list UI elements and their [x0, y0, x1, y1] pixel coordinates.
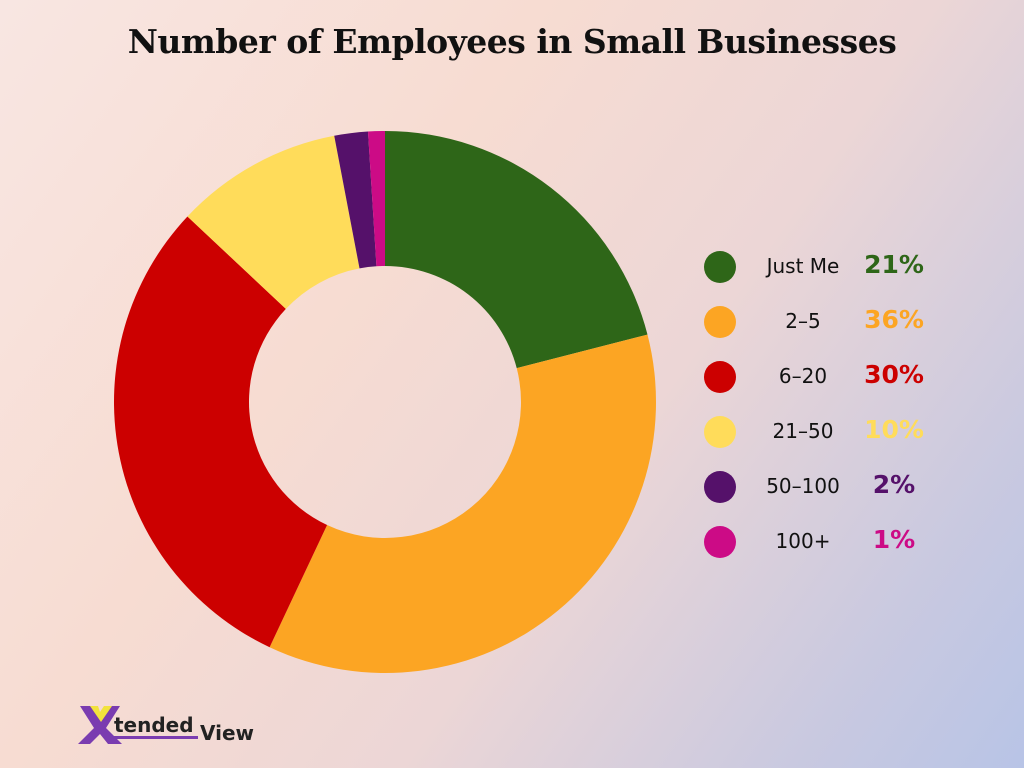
legend-item: 21–50 10%	[704, 413, 944, 468]
slice-50-100	[334, 131, 377, 269]
slice-2-5	[269, 334, 656, 673]
data-label: 10%	[864, 415, 924, 444]
data-label: 30%	[864, 360, 924, 389]
legend-item: 2–5 36%	[704, 303, 944, 358]
slice-21-50	[187, 135, 360, 309]
legend-item: 50–100 2%	[704, 468, 944, 523]
legend-label: 6–20	[778, 364, 828, 388]
legend: Just Me 21% 2–5 36% 6–20 30% 21–50 10% 50–100 2% 1…	[704, 248, 944, 578]
data-label: 2%	[872, 470, 916, 499]
data-label: 36%	[864, 305, 924, 334]
legend-swatch	[704, 306, 736, 338]
legend-swatch	[704, 471, 736, 503]
legend-label: Just Me	[766, 254, 840, 278]
legend-swatch	[704, 361, 736, 393]
legend-label: 2–5	[785, 309, 821, 333]
legend-label: 50–100	[766, 474, 840, 498]
legend-item: 100+ 1%	[704, 523, 944, 578]
legend-label: 100+	[775, 529, 831, 553]
legend-swatch	[704, 251, 736, 283]
legend-swatch	[704, 416, 736, 448]
data-label: 1%	[872, 525, 916, 554]
legend-item: 6–20 30%	[704, 358, 944, 413]
slice-6-20	[113, 216, 328, 648]
slice-100-	[367, 131, 385, 267]
chart-title: Number of Employees in Small Businesses	[127, 22, 897, 61]
slice-just-me	[385, 131, 648, 369]
xtendedview-logo: tended View	[78, 706, 254, 745]
svg-text:View: View	[200, 721, 254, 745]
legend-item: Just Me 21%	[704, 248, 944, 303]
legend-label: 21–50	[772, 419, 834, 443]
data-label: 21%	[864, 250, 924, 279]
legend-swatch	[704, 526, 736, 558]
svg-text:tended: tended	[114, 713, 194, 737]
